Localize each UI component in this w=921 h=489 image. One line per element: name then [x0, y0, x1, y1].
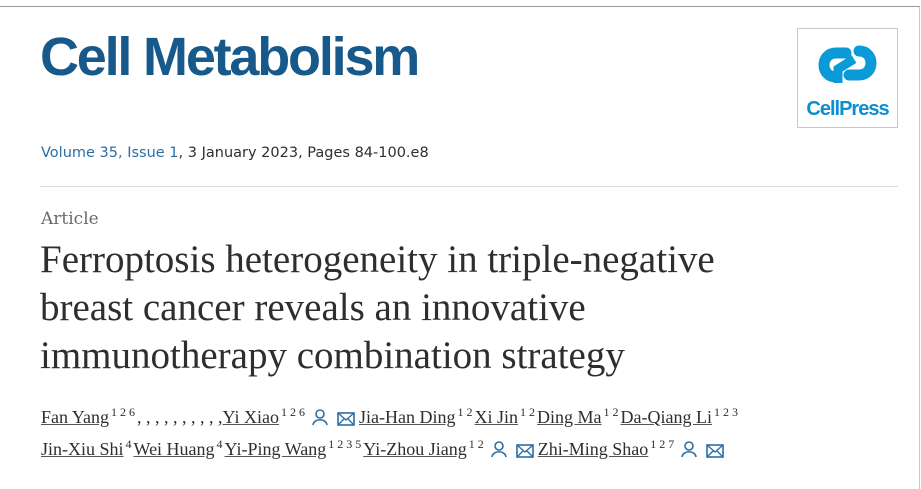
- author-name[interactable]: Yi-Zhou Jiang: [363, 439, 467, 459]
- journal-name[interactable]: Cell Metabolism: [40, 27, 420, 87]
- frame: [0, 6, 920, 489]
- author-icon[interactable]: [680, 440, 698, 458]
- divider: [40, 186, 898, 187]
- title-line: breast cancer reveals an innovative: [40, 286, 586, 329]
- author-line: Jin-Xiu Shi 4 Wei Huang 4 Yi-Ping Wang 1 2 3 …: [41, 437, 740, 469]
- article-title: Ferroptosis heterogeneity in triple-nega…: [40, 236, 715, 380]
- contact-icons: [486, 439, 538, 459]
- author-affiliations: 1 2: [603, 405, 619, 419]
- author-list: Fan Yang 1 2 6, , , , , , , , , ,Yi Xiao 1…: [41, 405, 740, 469]
- author-name[interactable]: Da-Qiang Li: [620, 407, 712, 427]
- author-affiliations: 4: [125, 437, 132, 451]
- email-icon[interactable]: [706, 444, 725, 458]
- author-affiliations: 1 2 7: [650, 437, 675, 451]
- author-separator: , , , , , , , , , ,: [137, 407, 223, 427]
- author-affiliations: 4: [216, 437, 223, 451]
- author-name[interactable]: Jia-Han Ding: [359, 407, 456, 427]
- contact-icons: [307, 407, 359, 427]
- author-name[interactable]: Fan Yang: [41, 407, 110, 427]
- author-name[interactable]: Yi Xiao: [222, 407, 280, 427]
- publisher-name: CellPress: [806, 98, 889, 120]
- author-affiliations: 1 2: [520, 405, 536, 419]
- author-name[interactable]: Jin-Xiu Shi: [41, 439, 124, 459]
- email-icon[interactable]: [337, 412, 355, 426]
- author-line: Fan Yang 1 2 6, , , , , , , , , ,Yi Xiao 1…: [41, 405, 740, 437]
- author-affiliations: 1 2: [468, 437, 484, 451]
- citation-details: , 3 January 2023, Pages 84-100.e8: [178, 145, 429, 161]
- author-affiliations: 1 2 3 5: [328, 437, 362, 451]
- author-name[interactable]: Ding Ma: [537, 407, 602, 427]
- publisher-logo[interactable]: CellPress: [797, 28, 898, 128]
- title-line: immunotherapy combination strategy: [40, 334, 625, 377]
- citation: Volume 35, Issue 1, 3 January 2023, Page…: [41, 145, 429, 161]
- author-icon[interactable]: [490, 440, 508, 458]
- logo-mark: [818, 45, 877, 83]
- author-name[interactable]: Zhi-Ming Shao: [537, 439, 649, 459]
- author-name[interactable]: Xi Jin: [474, 407, 519, 427]
- email-icon[interactable]: [515, 444, 534, 458]
- author-affiliations: 1 2: [457, 405, 473, 419]
- author-affiliations: 1 2 6: [111, 405, 136, 419]
- author-icon[interactable]: [311, 408, 329, 426]
- author-name[interactable]: Yi-Ping Wang: [224, 439, 327, 459]
- author-affiliations: 1 2 3: [714, 405, 738, 419]
- author-affiliations: 1 2 6: [281, 405, 306, 419]
- title-line: Ferroptosis heterogeneity in triple-nega…: [40, 238, 715, 281]
- article-type: Article: [41, 209, 99, 229]
- author-name[interactable]: Wei Huang: [133, 439, 215, 459]
- contact-icons: [676, 439, 728, 459]
- issue-link[interactable]: Volume 35, Issue 1: [41, 145, 179, 161]
